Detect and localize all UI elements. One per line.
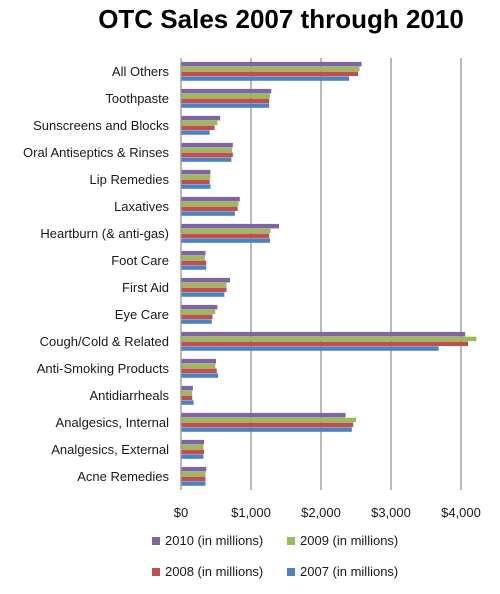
category-label: Antidiarrheals xyxy=(90,388,170,403)
bar xyxy=(181,115,221,121)
bar xyxy=(181,331,466,337)
category-label: Analgesics, Internal xyxy=(56,415,170,430)
category-label: Laxatives xyxy=(114,199,169,214)
bar xyxy=(181,363,216,369)
legend: 2010 (in millions) 2009 (in millions) 2008… xyxy=(152,533,398,579)
bar xyxy=(181,454,204,459)
category-label: Heartburn (& anti-gas) xyxy=(40,226,169,241)
bar xyxy=(181,211,235,216)
bar xyxy=(181,184,211,189)
category-label: Analgesics, External xyxy=(51,442,169,457)
category-label: All Others xyxy=(112,64,170,79)
bar xyxy=(181,179,210,184)
bar xyxy=(181,130,210,135)
bar xyxy=(181,427,352,432)
bar xyxy=(181,336,477,342)
bar xyxy=(181,417,356,423)
bar xyxy=(181,152,233,157)
bar xyxy=(181,98,270,103)
category-label: Eye Care xyxy=(115,307,169,322)
legend-label: 2009 (in millions) xyxy=(300,533,398,548)
bar xyxy=(181,309,216,315)
bar xyxy=(181,346,439,351)
bar xyxy=(181,439,205,445)
bar xyxy=(181,228,271,234)
bar xyxy=(181,157,232,162)
bar xyxy=(181,390,193,396)
bar xyxy=(181,287,227,292)
legend-label: 2010 (in millions) xyxy=(165,533,263,548)
category-label: Oral Antiseptics & Rinses xyxy=(23,145,169,160)
category-label: First Aid xyxy=(122,280,169,295)
bar xyxy=(181,120,218,126)
bar xyxy=(181,314,213,319)
legend-label: 2008 (in millions) xyxy=(165,564,263,579)
bar xyxy=(181,412,346,418)
bar xyxy=(181,233,270,238)
bar xyxy=(181,400,194,405)
bar xyxy=(181,358,216,364)
bar xyxy=(181,206,238,211)
x-tick-label: $0 xyxy=(174,505,188,520)
bar xyxy=(181,260,207,265)
bar xyxy=(181,292,225,297)
bar xyxy=(181,422,354,427)
bar xyxy=(181,471,206,477)
x-tick-label: $3,000 xyxy=(371,505,411,520)
x-tick-label: $1,000 xyxy=(231,505,271,520)
bar xyxy=(181,196,240,202)
legend-swatch xyxy=(287,537,295,545)
bar xyxy=(181,76,349,81)
bar xyxy=(181,277,230,283)
category-label: Sunscreens and Blocks xyxy=(33,118,169,133)
legend-swatch xyxy=(287,568,295,576)
bar xyxy=(181,250,206,256)
bar xyxy=(181,481,206,486)
bar xyxy=(181,103,270,108)
category-label: Acne Remedies xyxy=(77,469,169,484)
legend-label: 2007 (in millions) xyxy=(300,564,398,579)
bar xyxy=(181,142,233,148)
bar xyxy=(181,169,211,175)
bar xyxy=(181,476,206,481)
bar xyxy=(181,395,193,400)
bar xyxy=(181,61,362,67)
bar xyxy=(181,282,227,288)
bar xyxy=(181,71,359,76)
bar xyxy=(181,449,205,454)
bar xyxy=(181,319,212,324)
bar xyxy=(181,373,219,378)
x-tick-label: $2,000 xyxy=(301,505,341,520)
bars xyxy=(181,61,477,486)
bar xyxy=(181,174,211,180)
bar xyxy=(181,125,215,130)
category-label: Anti-Smoking Products xyxy=(37,361,170,376)
bar xyxy=(181,466,207,472)
bar xyxy=(181,238,270,243)
bar xyxy=(181,66,360,72)
legend-swatch xyxy=(152,537,160,545)
bar xyxy=(181,265,207,270)
bar xyxy=(181,385,193,391)
category-label: Foot Care xyxy=(111,253,169,268)
bar xyxy=(181,93,270,99)
bar xyxy=(181,88,272,94)
category-label: Lip Remedies xyxy=(90,172,170,187)
legend-swatch xyxy=(152,568,160,576)
chart-title: OTC Sales 2007 through 2010 xyxy=(98,4,464,34)
bar xyxy=(181,304,218,310)
category-label: Cough/Cold & Related xyxy=(40,334,169,349)
x-tick-label: $4,000 xyxy=(441,505,481,520)
bar xyxy=(181,147,233,153)
bar xyxy=(181,368,217,373)
bar xyxy=(181,444,204,450)
category-label: Toothpaste xyxy=(105,91,169,106)
bar xyxy=(181,341,468,346)
bar xyxy=(181,255,205,261)
bar xyxy=(181,201,239,207)
axes: $0 $1,000 $2,000 $3,000 $4,000 All Others Toot… xyxy=(23,58,481,520)
bar xyxy=(181,223,279,229)
